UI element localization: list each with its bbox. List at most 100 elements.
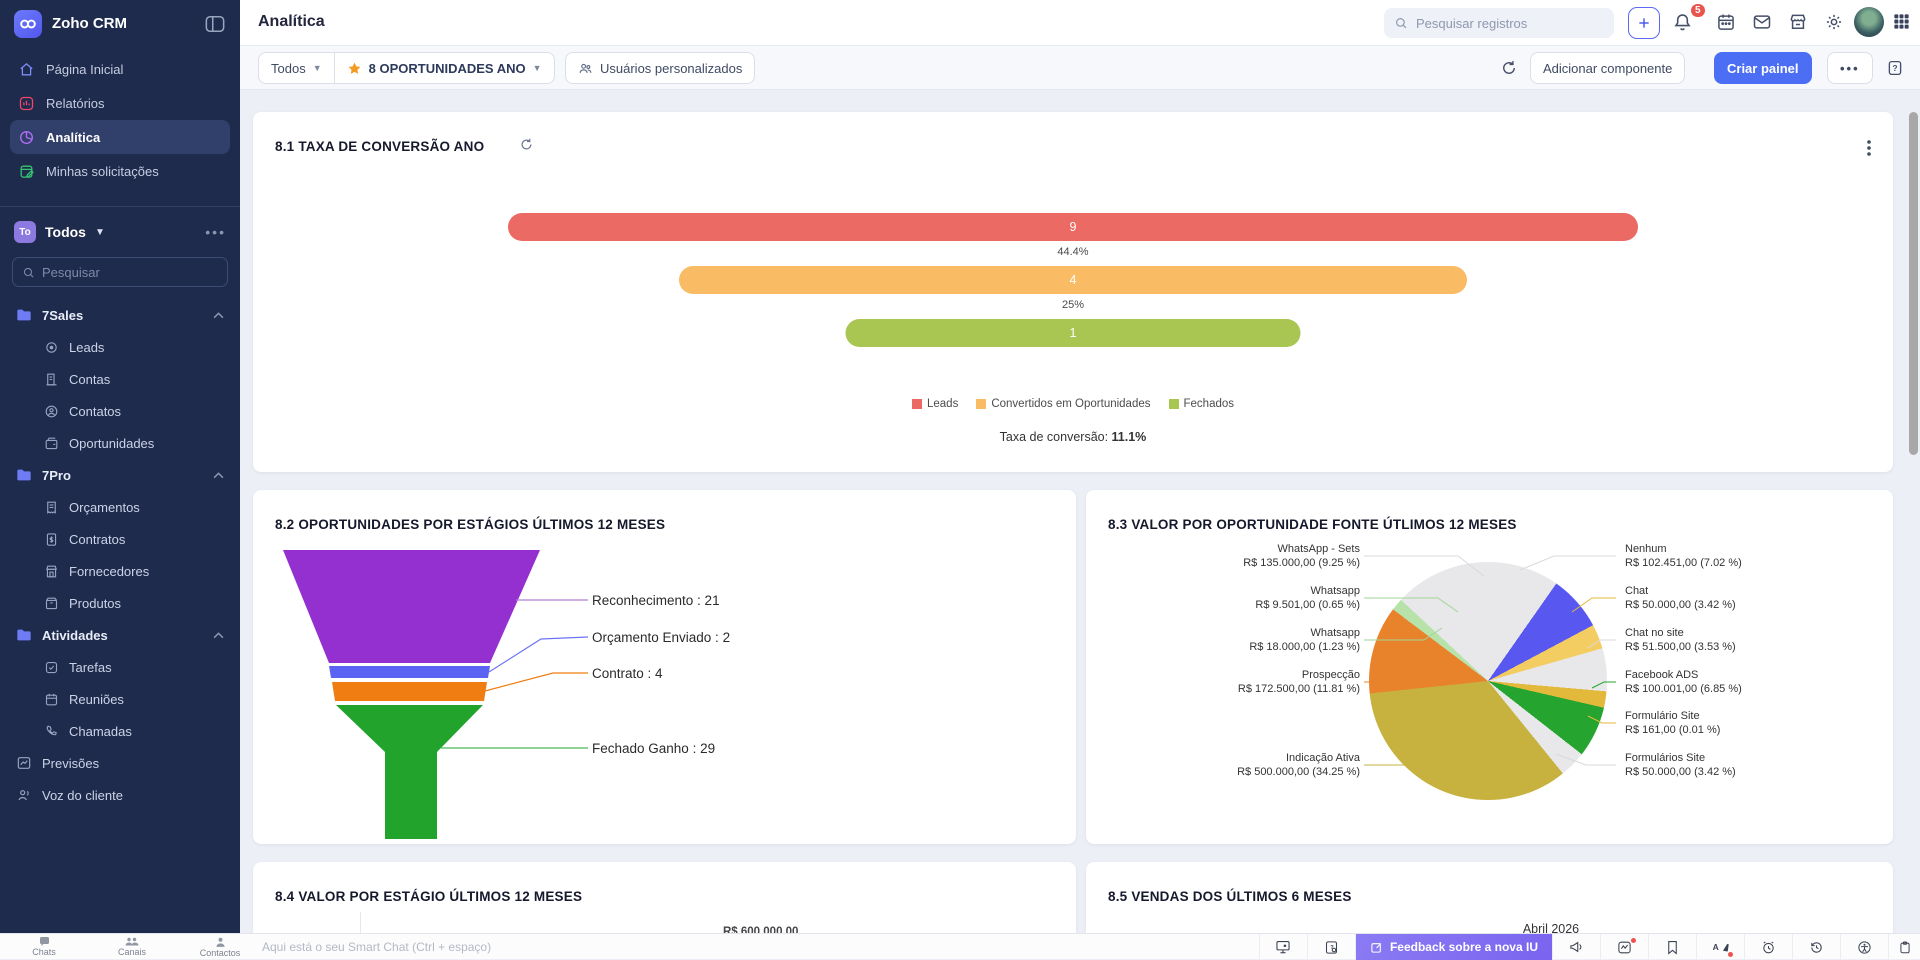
tree-item-contatos[interactable]: Contatos <box>10 395 230 427</box>
funnel-stage-orcamento[interactable] <box>329 666 490 678</box>
team-more-icon[interactable]: ••• <box>205 224 226 240</box>
announcements-icon[interactable] <box>1552 934 1600 960</box>
dashboard-selector-dropdown[interactable]: 8 OPORTUNIDADES ANO ▼ <box>333 52 555 84</box>
sidebar-search-input[interactable]: Pesquisar <box>12 257 228 287</box>
legend-item[interactable]: Fechados <box>1168 398 1234 410</box>
canais-tab[interactable]: Canais <box>88 934 176 960</box>
create-dashboard-button[interactable]: Criar painel <box>1714 52 1812 84</box>
wallet-icon <box>45 437 58 449</box>
marketplace-icon[interactable] <box>1788 12 1808 32</box>
alarm-icon[interactable] <box>1744 934 1792 960</box>
bar-value: 4 <box>1069 273 1077 287</box>
tree-item-contratos[interactable]: Contratos <box>10 523 230 555</box>
funnel-bar-convertidos[interactable]: 4 <box>679 266 1467 294</box>
pie-label[interactable]: Whatsapp R$ 18.000,00 (1.23 %) <box>1160 626 1360 654</box>
more-options-button[interactable]: ••• <box>1827 52 1873 84</box>
pie-label[interactable]: Nenhum R$ 102.451,00 (7.02 %) <box>1625 542 1825 570</box>
chevron-up-icon[interactable] <box>213 311 224 319</box>
tree-item-fornecedores[interactable]: Fornecedores <box>10 555 230 587</box>
help-clipboard-icon[interactable]: ? <box>1886 59 1904 77</box>
history-icon[interactable] <box>1792 934 1840 960</box>
quick-create-button[interactable] <box>1628 7 1660 39</box>
chevron-up-icon[interactable] <box>213 631 224 639</box>
global-search-input[interactable]: Pesquisar registros <box>1384 8 1614 38</box>
bookmark-icon[interactable] <box>1648 934 1696 960</box>
tree-folder-7pro[interactable]: 7Pro <box>10 459 230 491</box>
pie-label[interactable]: WhatsApp - Sets R$ 135.000,00 (9.25 %) <box>1160 542 1360 570</box>
notification-dot <box>1728 952 1733 957</box>
contact-icon <box>45 405 58 417</box>
pie-label[interactable]: Chat no site R$ 51.500,00 (3.53 %) <box>1625 626 1825 654</box>
custom-users-button[interactable]: Usuários personalizados <box>565 52 756 84</box>
tree-label: Leads <box>69 339 105 355</box>
vertical-scrollbar[interactable] <box>1909 112 1918 455</box>
calendar-icon[interactable] <box>1716 12 1736 32</box>
bar-value: 9 <box>1069 220 1077 234</box>
chats-tab[interactable]: Chats <box>0 934 88 960</box>
sidebar-item-analitica[interactable]: Analítica <box>10 120 230 154</box>
tree-item-produtos[interactable]: Produtos <box>10 587 230 619</box>
accessibility-icon[interactable] <box>1840 934 1888 960</box>
pie-label[interactable]: Formulários Site R$ 50.000,00 (3.42 %) <box>1625 751 1825 779</box>
mail-icon[interactable] <box>1752 12 1772 32</box>
pie-chart[interactable] <box>1369 562 1607 800</box>
chevron-up-icon[interactable] <box>213 471 224 479</box>
user-avatar[interactable] <box>1854 7 1884 37</box>
funnel-stage-reconhecimento[interactable] <box>283 550 540 663</box>
smart-chat-input[interactable]: Aqui está o seu Smart Chat (Ctrl + espaç… <box>262 940 492 954</box>
card-menu-icon[interactable] <box>1867 140 1871 156</box>
tree-folder-atividades[interactable]: Atividades <box>10 619 230 651</box>
zoho-logo-icon[interactable] <box>14 9 42 38</box>
bar-value: 1 <box>1069 326 1077 340</box>
tree-item-orcamentos[interactable]: Orçamentos <box>10 491 230 523</box>
nav-label: Página Inicial <box>46 61 124 77</box>
pie-label[interactable]: Prospecção R$ 172.500,00 (11.81 %) <box>1160 668 1360 696</box>
notifications-bell-icon[interactable] <box>1672 12 1693 33</box>
box-icon <box>45 597 58 609</box>
funnel-chart[interactable]: Reconhecimento : 21 Orçamento Enviado : … <box>273 542 833 840</box>
funnel-stage-contrato[interactable] <box>332 682 487 701</box>
pie-label-name: Formulário Site <box>1625 710 1700 722</box>
dashboard-filter-dropdown[interactable]: Todos ▼ <box>258 52 335 84</box>
tree-folder-7sales[interactable]: 7Sales <box>10 299 230 331</box>
team-selector[interactable]: To Todos ▼ ••• <box>0 207 240 253</box>
tree-item-voz-do-cliente[interactable]: Voz do cliente <box>10 779 230 811</box>
contactos-tab[interactable]: Contactos <box>176 934 264 960</box>
zia-insights-icon[interactable] <box>1600 934 1648 960</box>
pie-label-name: Prospecção <box>1301 669 1360 681</box>
clipboard-icon[interactable] <box>1888 934 1920 960</box>
translate-icon[interactable]: A <box>1696 934 1744 960</box>
tree-item-tarefas[interactable]: Tarefas <box>10 651 230 683</box>
nav-label: Analítica <box>46 129 101 145</box>
pie-label[interactable]: Indicação Ativa R$ 500.000,00 (34.25 %) <box>1160 751 1360 779</box>
settings-gear-icon[interactable] <box>1824 12 1844 32</box>
apps-grid-icon[interactable] <box>1892 12 1911 31</box>
funnel-bar-leads[interactable]: 9 <box>508 213 1638 241</box>
card-refresh-icon[interactable] <box>519 137 534 152</box>
tree-item-contas[interactable]: Contas <box>10 363 230 395</box>
pie-label[interactable]: Whatsapp R$ 9.501,00 (0.65 %) <box>1160 584 1360 612</box>
add-component-button[interactable]: Adicionar componente <box>1530 52 1686 84</box>
pie-label[interactable]: Formulário Site R$ 161,00 (0.01 %) <box>1625 709 1825 737</box>
tree-item-reunioes[interactable]: Reuniões <box>10 683 230 715</box>
collapse-sidebar-icon[interactable] <box>204 14 226 34</box>
funnel-label: Contrato : 4 <box>592 666 663 681</box>
funnel-bar-fechados[interactable]: 1 <box>845 319 1301 347</box>
pie-label-name: Whatsapp <box>1310 585 1360 597</box>
screen-share-icon[interactable] <box>1258 934 1307 960</box>
sidebar-item-relatorios[interactable]: Relatórios <box>10 86 230 120</box>
tree-item-oportunidades[interactable]: Oportunidades <box>10 427 230 459</box>
sidebar-item-minhas-solicitacoes[interactable]: Minhas solicitações <box>10 154 230 188</box>
tree-item-chamadas[interactable]: Chamadas <box>10 715 230 747</box>
pie-label[interactable]: Facebook ADS R$ 100.001,00 (6.85 %) <box>1625 668 1825 696</box>
pie-label[interactable]: Chat R$ 50.000,00 (3.42 %) <box>1625 584 1825 612</box>
refresh-icon[interactable] <box>1500 59 1518 77</box>
doc-help-icon[interactable]: ? <box>1306 934 1355 960</box>
legend-item[interactable]: Convertidos em Oportunidades <box>976 398 1151 410</box>
tree-item-previsoes[interactable]: Previsões <box>10 747 230 779</box>
tree-item-leads[interactable]: Leads <box>10 331 230 363</box>
legend-item[interactable]: Leads <box>911 398 958 410</box>
sidebar-item-pagina-inicial[interactable]: Página Inicial <box>10 52 230 86</box>
feedback-button[interactable]: Feedback sobre a nova IU <box>1354 934 1552 960</box>
funnel-stage-fechado[interactable] <box>336 705 483 839</box>
